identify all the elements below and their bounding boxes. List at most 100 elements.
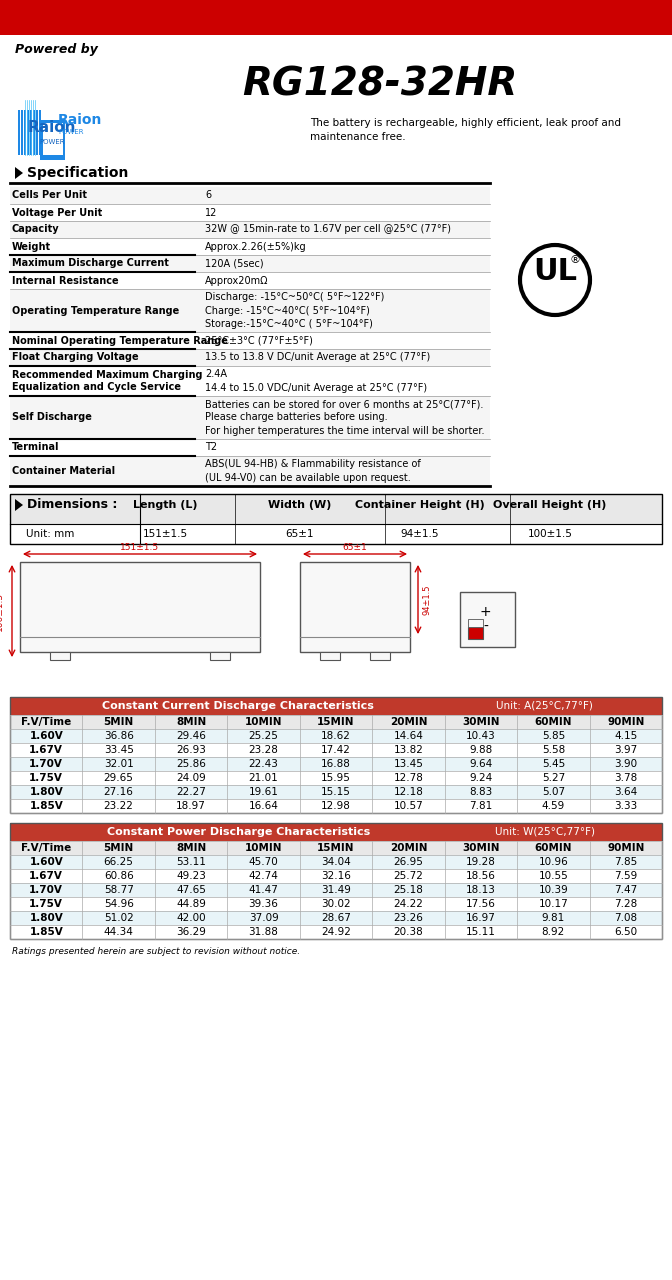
Bar (0, 0, 672, 35)
Bar (10, 756, 662, 771)
Polygon shape (15, 166, 23, 179)
Text: 22.43: 22.43 (249, 759, 278, 769)
Text: Dimensions :: Dimensions : (27, 498, 118, 512)
Text: ABS(UL 94-HB) & Flammability resistance of
(UL 94-V0) can be available upon requ: ABS(UL 94-HB) & Flammability resistance … (205, 460, 421, 483)
Text: 32.01: 32.01 (103, 759, 134, 769)
Text: 17.56: 17.56 (466, 899, 496, 909)
Text: 39.36: 39.36 (249, 899, 278, 909)
Text: 19.61: 19.61 (249, 787, 278, 797)
Text: The battery is rechargeable, highly efficient, leak proof and
maintenance free.: The battery is rechargeable, highly effi… (310, 118, 621, 142)
Text: 10MIN: 10MIN (245, 717, 282, 727)
Text: 44.34: 44.34 (103, 927, 134, 937)
Text: 1.75V: 1.75V (30, 899, 63, 909)
Text: Recommended Maximum Charging
Equalization and Cycle Service: Recommended Maximum Charging Equalizatio… (12, 370, 202, 392)
Text: 9.24: 9.24 (469, 773, 493, 783)
Text: 10MIN: 10MIN (245, 844, 282, 852)
Text: 25.72: 25.72 (394, 870, 423, 881)
Text: 20MIN: 20MIN (390, 717, 427, 727)
Text: -: - (483, 620, 488, 634)
Text: 66.25: 66.25 (103, 858, 134, 867)
Text: 15.11: 15.11 (466, 927, 496, 937)
Text: Container Height (H): Container Height (H) (355, 500, 485, 509)
Bar (210, 652, 230, 660)
Bar (40, 120, 65, 160)
Text: Specification: Specification (27, 166, 128, 180)
Bar (10, 396, 490, 439)
Text: 13.5 to 13.8 V DC/unit Average at 25°C (77°F): 13.5 to 13.8 V DC/unit Average at 25°C (… (205, 352, 430, 362)
Text: 41.47: 41.47 (249, 884, 278, 895)
Text: 100±1.5: 100±1.5 (0, 591, 4, 631)
Text: 1.85V: 1.85V (30, 927, 63, 937)
Text: Overall Height (H): Overall Height (H) (493, 500, 607, 509)
Text: 7.81: 7.81 (469, 801, 493, 812)
Bar (468, 620, 483, 627)
Bar (10, 456, 490, 486)
Text: 151±1.5: 151±1.5 (142, 529, 187, 539)
Bar (39, 110, 41, 155)
Bar (10, 289, 490, 332)
Text: Self Discharge: Self Discharge (12, 412, 92, 422)
Text: 5.58: 5.58 (542, 745, 565, 755)
Text: 65±1: 65±1 (343, 544, 368, 553)
Text: 6: 6 (205, 191, 211, 201)
Text: 16.88: 16.88 (321, 759, 351, 769)
Text: 1.60V: 1.60V (30, 858, 63, 867)
Text: 25.18: 25.18 (394, 884, 423, 895)
Bar (10, 925, 662, 940)
Bar (10, 271, 490, 289)
Text: 29.46: 29.46 (176, 731, 206, 741)
Text: 1.60V: 1.60V (30, 731, 63, 741)
Text: 53.11: 53.11 (176, 858, 206, 867)
Text: 100±1.5: 100±1.5 (528, 529, 573, 539)
Bar (10, 439, 490, 456)
Text: 5.07: 5.07 (542, 787, 565, 797)
Text: Terminal: Terminal (12, 443, 60, 453)
Text: T2: T2 (205, 443, 217, 453)
Text: Capacity: Capacity (12, 224, 60, 234)
Text: Float Charging Voltage: Float Charging Voltage (12, 352, 138, 362)
Text: 5MIN: 5MIN (103, 844, 134, 852)
Bar (10, 730, 662, 742)
Bar (10, 349, 490, 366)
Text: 34.04: 34.04 (321, 858, 351, 867)
Text: 7.85: 7.85 (614, 858, 638, 867)
Bar (10, 204, 490, 221)
Bar (25, 100, 80, 155)
Bar (10, 742, 662, 756)
Text: 13.45: 13.45 (394, 759, 423, 769)
Bar (468, 627, 483, 639)
Text: 23.28: 23.28 (249, 745, 278, 755)
Text: Approx20mΩ: Approx20mΩ (205, 275, 269, 285)
Bar (33, 110, 35, 155)
Text: 14.64: 14.64 (394, 731, 423, 741)
Text: 25°C±3°C (77°F±5°F): 25°C±3°C (77°F±5°F) (205, 335, 313, 346)
Text: 31.88: 31.88 (249, 927, 278, 937)
Text: 10.17: 10.17 (538, 899, 569, 909)
Bar (460, 591, 515, 646)
Text: Voltage Per Unit: Voltage Per Unit (12, 207, 102, 218)
Text: Nominal Operating Temperature Range: Nominal Operating Temperature Range (12, 335, 228, 346)
Bar (10, 366, 490, 396)
Text: 18.56: 18.56 (466, 870, 496, 881)
Text: 10.55: 10.55 (538, 870, 569, 881)
Text: 4.15: 4.15 (614, 731, 638, 741)
Text: 30MIN: 30MIN (462, 844, 500, 852)
Text: 7.47: 7.47 (614, 884, 638, 895)
Bar (10, 238, 490, 255)
Text: 10.39: 10.39 (538, 884, 569, 895)
Text: UL: UL (533, 257, 577, 287)
Text: 151±1.5: 151±1.5 (120, 544, 159, 553)
Text: 15.95: 15.95 (321, 773, 351, 783)
Text: 17.42: 17.42 (321, 745, 351, 755)
Text: Constant Power Discharge Characteristics: Constant Power Discharge Characteristics (107, 827, 370, 837)
Bar (300, 562, 410, 652)
Text: 9.88: 9.88 (469, 745, 493, 755)
Text: Raion: Raion (28, 120, 76, 136)
Text: 42.00: 42.00 (176, 913, 206, 923)
Text: F.V/Time: F.V/Time (21, 717, 71, 727)
Text: 20.38: 20.38 (394, 927, 423, 937)
Polygon shape (15, 499, 23, 511)
Text: 9.64: 9.64 (469, 759, 493, 769)
Text: POWER: POWER (58, 129, 83, 134)
Bar (10, 524, 662, 544)
